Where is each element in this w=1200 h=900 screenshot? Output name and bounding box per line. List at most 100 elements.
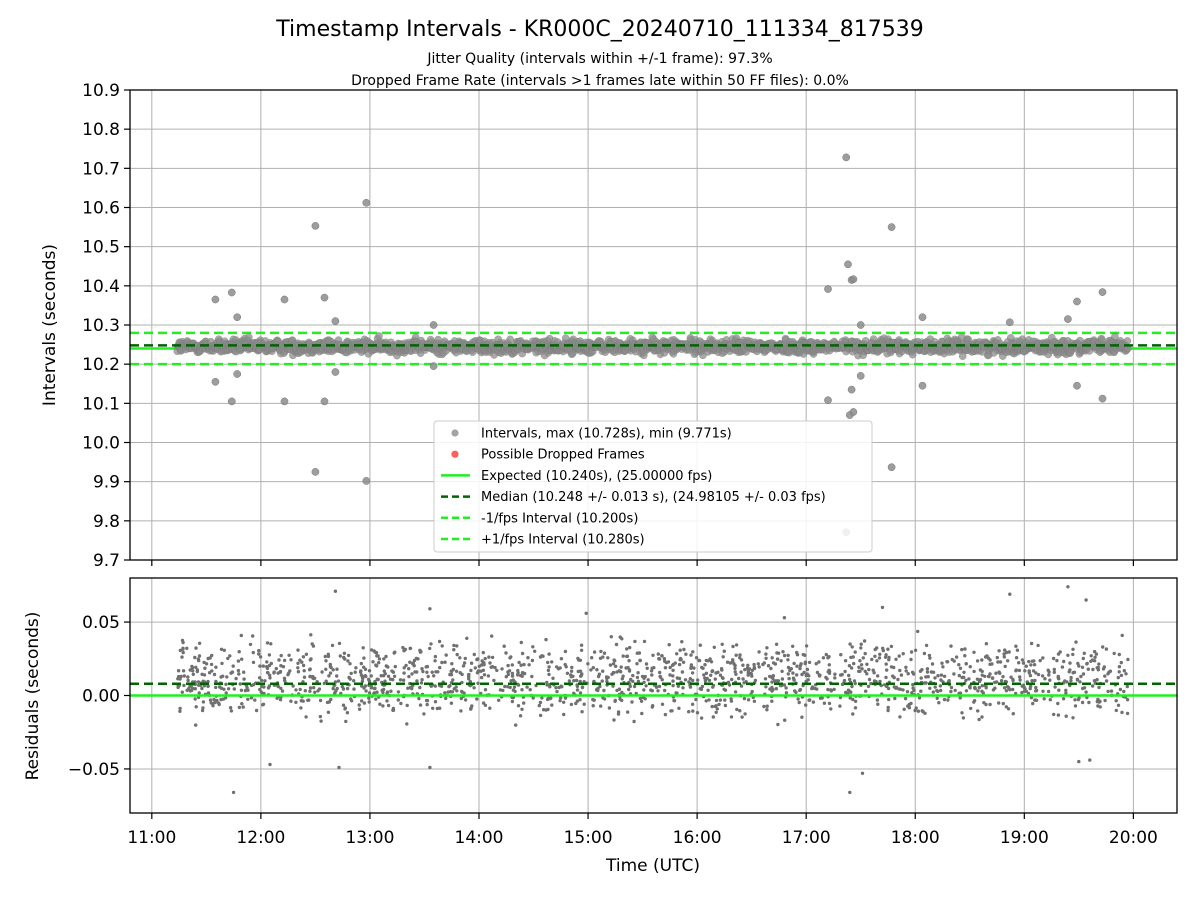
residual-point — [259, 690, 263, 694]
residual-point — [936, 689, 940, 694]
residuals-x-axis: 11:00 12:00 13:00 14:00 15:00 16:00 17:00 18:00… — [127, 813, 1158, 848]
residual-point — [691, 650, 695, 654]
residual-point — [294, 700, 298, 704]
residual-point — [475, 697, 479, 701]
residual-point — [671, 679, 675, 683]
legend-label: -1/fps Interval (10.200s) — [481, 511, 638, 526]
residual-point — [750, 689, 754, 694]
residual-point — [200, 672, 204, 676]
residual-point — [375, 677, 379, 681]
y-tick-label: 10.6 — [82, 199, 120, 219]
residual-point — [178, 706, 182, 711]
residual-point — [254, 708, 259, 713]
residual-point — [301, 655, 306, 659]
residual-point — [208, 656, 212, 660]
residual-point — [898, 668, 902, 673]
residual-point — [230, 670, 235, 674]
residual-point — [476, 681, 480, 685]
residual-point — [488, 706, 492, 710]
residual-point — [299, 699, 303, 703]
residual-point — [746, 673, 750, 677]
interval-outlier-point — [311, 222, 320, 230]
residual-point — [1053, 685, 1057, 689]
residual-point — [449, 701, 454, 705]
residual-point — [1071, 671, 1075, 675]
residual-point — [212, 672, 217, 677]
residual-point — [620, 698, 624, 703]
residual-point — [640, 711, 644, 716]
residual-point — [510, 699, 515, 704]
residual-point — [265, 641, 270, 645]
residual-point — [324, 679, 328, 683]
residual-point — [891, 674, 895, 678]
residual-point — [326, 710, 331, 714]
residual-point — [1117, 665, 1122, 669]
residual-point — [720, 676, 725, 680]
residual-point — [563, 649, 568, 654]
residual-point — [516, 704, 521, 708]
residual-point — [1003, 664, 1007, 669]
residual-point — [960, 647, 964, 652]
residual-point — [591, 666, 595, 670]
residual-point — [1114, 699, 1118, 703]
x-tick-label: 19:00 — [1000, 828, 1049, 848]
residual-point — [1119, 660, 1124, 665]
residual-point — [433, 700, 438, 704]
residual-point — [742, 696, 747, 701]
residual-point — [958, 666, 963, 670]
residual-point — [1078, 680, 1082, 684]
residual-point — [730, 677, 734, 682]
residual-point — [1119, 673, 1124, 678]
residual-point — [433, 684, 437, 688]
residual-point — [419, 650, 423, 654]
residual-point — [463, 698, 468, 702]
residual-point — [680, 640, 684, 644]
residual-point — [997, 701, 1001, 705]
residual-point — [734, 643, 739, 647]
residual-point — [668, 673, 672, 677]
residual-point — [749, 672, 754, 676]
residual-point — [261, 664, 265, 668]
residual-point — [1052, 712, 1056, 717]
residual-point — [570, 665, 574, 670]
residual-point — [853, 706, 858, 710]
residual-point — [788, 668, 792, 673]
residual-point — [930, 662, 935, 666]
residual-point — [1117, 670, 1121, 674]
residual-point — [1006, 659, 1010, 663]
residual-point — [578, 658, 583, 662]
residual-point — [242, 670, 246, 674]
residual-point — [743, 712, 747, 716]
x-tick-label: 14:00 — [455, 828, 504, 848]
residual-point — [193, 687, 197, 691]
residual-point — [572, 679, 576, 683]
residual-point — [239, 688, 244, 692]
interval-outlier-point — [429, 321, 438, 329]
residual-point — [963, 654, 967, 658]
residual-point — [562, 712, 566, 717]
residual-point — [481, 662, 485, 666]
residual-point — [1027, 669, 1031, 673]
residual-point — [713, 677, 717, 681]
residual-point — [194, 646, 198, 650]
residual-point — [367, 669, 372, 673]
residual-point — [937, 701, 941, 705]
residual-point — [604, 675, 609, 679]
residual-point — [631, 673, 635, 678]
residual-point — [916, 629, 920, 634]
residual-point — [1107, 670, 1111, 674]
residual-point — [418, 685, 422, 690]
y-tick-label: 10.1 — [82, 394, 120, 414]
residuals-y-axis: −0.05 0.00 0.05 — [68, 613, 130, 780]
residual-point — [859, 646, 863, 650]
residual-point — [308, 658, 312, 662]
residual-point — [786, 658, 790, 662]
residual-point — [506, 663, 510, 668]
residual-point — [275, 696, 279, 700]
residual-point — [969, 706, 973, 711]
residual-point — [681, 686, 685, 690]
residual-point — [905, 690, 910, 694]
residual-point — [886, 705, 890, 710]
residual-point — [899, 673, 904, 677]
residual-point — [246, 688, 250, 692]
